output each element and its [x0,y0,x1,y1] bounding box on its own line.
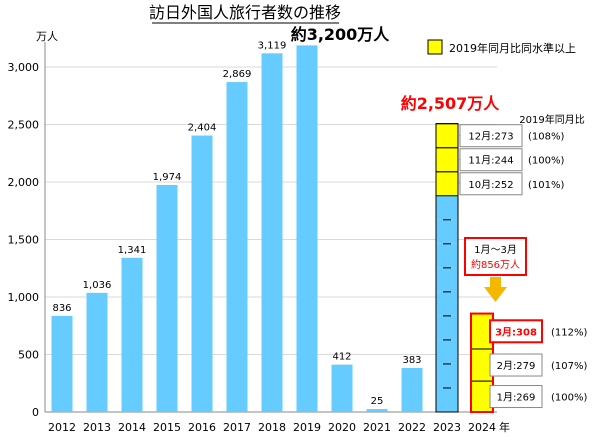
callout-2024-value: 約856万人 [471,258,520,271]
bar-2014 [121,257,143,412]
x-tick-label: 2016 [188,421,216,434]
x-tick-label: 2021 [363,421,391,434]
segment-2023-month-10 [435,171,459,197]
labels: 0 500 1,000 1,500 2,000 2,500 3,000 2012 2013 201… [8,40,588,434]
y-tick-label: 3,000 [8,61,40,74]
segment-2023-month-11 [435,147,459,173]
month-label-2023: 11月:244 [468,155,513,167]
bar-2017 [226,82,248,412]
x-tick-label: 2018 [258,421,286,434]
x-tick-label: 2017 [223,421,251,434]
bars [51,45,494,413]
segment-2023-month-9 [436,195,458,220]
month-box-2023 [459,148,523,172]
data-label-2018: 3,119 [258,40,287,51]
bar-2020 [331,364,353,412]
month-ratio-2024: (112%) [551,327,587,338]
segment-2023-month-6 [436,267,458,292]
month-box-2024 [489,385,543,409]
month-box-2024 [489,319,543,344]
callout-arrow [484,277,507,302]
bar-2013 [86,292,108,412]
segment-2023-month-4 [436,315,458,340]
segment-2023-month-1 [436,387,458,412]
data-label-2012: 836 [52,303,71,314]
y-axis-unit: 万人 [36,30,58,43]
data-label-2020: 412 [332,352,351,363]
y-tick-label: 2,000 [8,176,40,189]
data-label-2013: 1,036 [83,280,112,291]
data-label-2014: 1,341 [118,245,147,256]
segment-2023-month-8 [436,219,458,244]
month-ratio-2023: (100%) [528,156,564,167]
data-label-2017: 2,869 [223,69,252,80]
segment-2023-month-7 [436,243,458,268]
month-label-2024: 2月:279 [497,360,536,372]
bar-2019 [296,45,318,412]
y-tick-label: 2,500 [8,119,40,132]
month-box-2023 [459,172,523,196]
month-label-2023: 12月:273 [468,131,513,143]
chart-title: 訪日外国人旅行者数の推移 [149,3,341,22]
month-label-2024: 1月:269 [497,392,536,404]
month-label-2023: 10月:252 [468,179,513,191]
legend: 2019年同月比同水準以上 [427,39,576,55]
x-tick-label: 2020 [328,421,356,434]
total-2023: 約2,507万人 [401,94,501,113]
x-tick-label: 2024 [468,421,496,434]
x-axis-unit: 年 [499,420,510,434]
data-label-2015: 1,974 [153,172,182,183]
month-ratio-2023: (101%) [528,180,564,191]
bar-2021 [366,409,388,412]
y-tick-label: 500 [18,349,39,362]
bar-2023-outline [435,123,459,413]
x-tick-label: 2019 [293,421,321,434]
month-box-2024 [489,353,543,377]
callout-2019: 約3,200万人 [291,25,391,44]
legend-label: 2019年同月比同水準以上 [449,41,576,55]
bar-2022 [401,367,423,412]
bar-2015 [156,184,178,412]
segment-2023-month-2 [436,363,458,388]
bar-2018 [261,53,283,412]
x-tick-label: 2014 [118,421,146,434]
ratio-header: 2019年同月比 [519,113,584,126]
y-tick-label: 0 [32,406,39,419]
data-label-2022: 383 [402,355,421,366]
legend-swatch [427,39,443,55]
data-label-2021: 25 [371,396,384,407]
month-box-2023 [459,124,523,148]
segment-2023-month-12 [435,123,459,149]
y-tick-label: 1,500 [8,234,40,247]
month-label-2024: 3月:308 [495,326,537,338]
month-ratio-2024: (107%) [551,361,587,372]
callout-2024-box [464,237,527,276]
x-tick-label: 2015 [153,421,181,434]
segment-2023-month-5 [436,291,458,316]
x-tick-label: 2012 [48,421,76,434]
bar-2016 [191,135,213,413]
data-label-2016: 2,404 [188,123,217,134]
y-tick-label: 1,000 [8,291,40,304]
x-tick-label: 2022 [398,421,426,434]
x-tick-label: 2013 [83,421,111,434]
callout-2024: 1月～3月 約856万人 [464,237,527,302]
bar-2012 [51,315,73,412]
callout-2024-period: 1月～3月 [474,244,517,256]
segment-2023-month-3 [436,339,458,364]
month-ratio-2024: (100%) [551,393,587,404]
month-ratio-2023: (108%) [528,132,564,143]
x-tick-label: 2023 [433,421,461,434]
